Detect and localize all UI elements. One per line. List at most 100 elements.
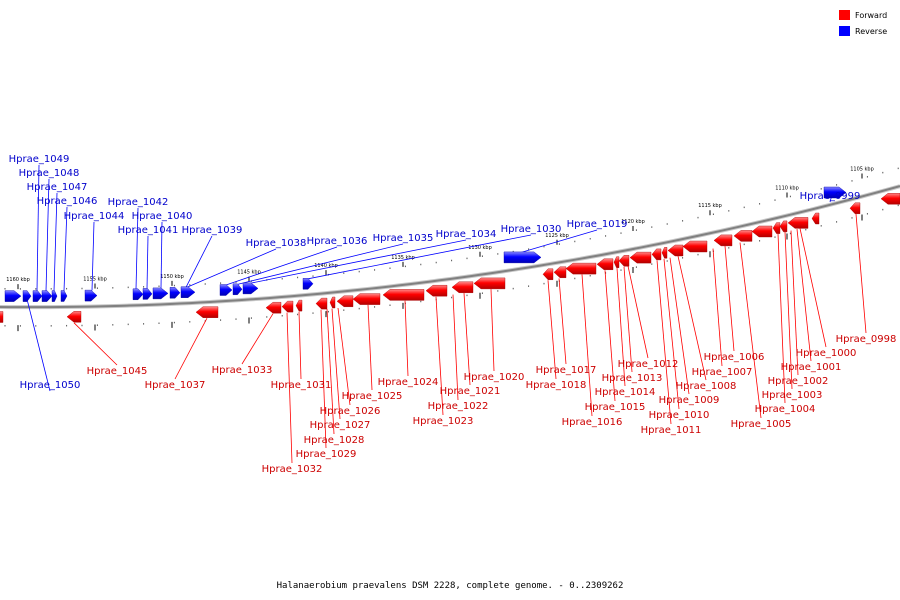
legend-forward-swatch (839, 10, 850, 20)
leader-line-hprae-1038 (186, 248, 277, 288)
gene-label-hprae-1028: Hprae_1028 (304, 435, 365, 446)
gene-fwd-24[interactable] (682, 240, 708, 253)
leader-line-hprae-1035 (237, 243, 404, 285)
gene-label-hprae-1021: Hprae_1021 (440, 386, 501, 397)
gene-fwd-33[interactable] (880, 193, 900, 205)
legend-reverse-label: Reverse (855, 27, 887, 36)
gene-fwd-28[interactable] (772, 222, 781, 234)
gene-fwd-8[interactable] (336, 295, 354, 307)
leader-line-hprae-1042 (135, 207, 139, 290)
gene-rev-11[interactable] (180, 286, 196, 298)
gene-fwd-32[interactable] (849, 202, 861, 215)
gene-fwd-17[interactable] (596, 258, 614, 270)
gene-rev-12[interactable] (219, 284, 233, 296)
gene-rev-6[interactable] (84, 289, 98, 302)
gene-rev-13[interactable] (232, 283, 243, 295)
gene-label-hprae-1000: Hprae_1000 (796, 348, 857, 359)
leader-line-hprae-1026 (337, 307, 351, 406)
gene-fwd-13[interactable] (473, 277, 506, 290)
gene-label-hprae-1012: Hprae_1012 (618, 359, 679, 370)
gene-label-hprae-1002: Hprae_1002 (768, 376, 829, 387)
tick-label-1155-kbp: 1155 kbp (83, 276, 107, 282)
gene-fwd-22[interactable] (661, 247, 668, 259)
leader-line-hprae-1049 (36, 164, 40, 292)
gene-fwd-20[interactable] (629, 251, 652, 264)
gene-fwd-0[interactable] (0, 311, 4, 323)
leader-line-hprae-1005 (739, 242, 762, 419)
gene-fwd-7[interactable] (329, 296, 336, 309)
gene-label-hprae-1050: Hprae_1050 (20, 380, 81, 391)
gene-fwd-4[interactable] (281, 300, 294, 313)
gene-label-hprae-1018: Hprae_1018 (526, 380, 587, 391)
gene-fwd-23[interactable] (667, 244, 684, 257)
leader-line-hprae-1016 (581, 274, 593, 417)
gene-rev-1[interactable] (22, 290, 32, 302)
gene-fwd-21[interactable] (651, 248, 662, 261)
tick-label-1115-kbp: 1115 kbp (698, 203, 722, 209)
gene-fwd-9[interactable] (352, 293, 381, 305)
gene-rev-16[interactable] (503, 251, 542, 264)
gene-fwd-30[interactable] (787, 217, 809, 229)
genome-backbone (0, 185, 900, 309)
gene-fwd-1[interactable] (66, 311, 82, 323)
tick-label-1140-kbp: 1140 kbp (314, 263, 338, 269)
gene-fwd-26[interactable] (733, 230, 753, 242)
gene-fwd-11[interactable] (425, 285, 448, 297)
leader-line-hprae-1009 (669, 257, 690, 395)
gene-rev-5[interactable] (60, 290, 68, 302)
gene-rev-9[interactable] (152, 287, 169, 300)
leader-line-hprae-0998 (855, 214, 867, 334)
gene-rev-4[interactable] (51, 290, 58, 302)
gene-fwd-25[interactable] (713, 234, 733, 247)
gene-label-hprae-1016: Hprae_1016 (562, 417, 623, 428)
gene-rev-8[interactable] (142, 288, 153, 300)
gene-fwd-19[interactable] (618, 255, 630, 267)
gene-rev-0[interactable] (4, 290, 22, 302)
leader-line-hprae-1018 (547, 280, 557, 380)
leader-line-hprae-1030 (307, 234, 532, 280)
gene-label-hprae-1026: Hprae_1026 (320, 406, 381, 417)
tick-label-1135-kbp: 1135 kbp (391, 255, 415, 261)
gene-fwd-27[interactable] (751, 225, 773, 238)
leader-line-hprae-1048 (45, 178, 50, 292)
gene-label-hprae-1013: Hprae_1013 (602, 373, 663, 384)
gene-rev-15[interactable] (302, 278, 314, 290)
gene-rev-14[interactable] (242, 282, 259, 295)
gene-label-hprae-1008: Hprae_1008 (676, 381, 737, 392)
leader-line-hprae-1002 (790, 230, 799, 376)
gene-label-hprae-1046: Hprae_1046 (37, 196, 98, 207)
gene-label-hprae-1045: Hprae_1045 (87, 366, 148, 377)
gene-fwd-15[interactable] (553, 266, 567, 278)
leader-line-hprae-1001 (796, 229, 812, 362)
gene-label-hprae-1047: Hprae_1047 (27, 182, 88, 193)
leader-line-hprae-1041 (146, 235, 149, 289)
gene-label-hprae-1024: Hprae_1024 (378, 377, 439, 388)
gene-rev-3[interactable] (41, 290, 53, 302)
gene-rev-10[interactable] (169, 287, 181, 299)
gene-fwd-18[interactable] (613, 256, 620, 268)
gene-fwd-12[interactable] (451, 281, 474, 293)
leader-line-hprae-1013 (623, 266, 633, 373)
tick-label-1160-kbp: 1160 kbp (6, 277, 30, 283)
gene-fwd-10[interactable] (382, 289, 425, 301)
gene-label-hprae-1042: Hprae_1042 (108, 197, 169, 208)
gene-fwd-29[interactable] (779, 220, 788, 233)
gene-rev-7[interactable] (132, 288, 144, 300)
leader-line-hprae-1037 (174, 317, 208, 380)
gene-fwd-2[interactable] (195, 306, 219, 318)
gene-fwd-31[interactable] (811, 212, 820, 225)
gene-fwd-14[interactable] (542, 268, 554, 280)
gene-label-hprae-1005: Hprae_1005 (731, 419, 792, 430)
leader-line-hprae-1014 (616, 268, 626, 387)
gene-label-hprae-1015: Hprae_1015 (585, 402, 646, 413)
gene-fwd-5[interactable] (295, 299, 303, 312)
gene-label-hprae-1027: Hprae_1027 (310, 420, 371, 431)
tick-label-1150-kbp: 1150 kbp (160, 274, 184, 280)
gene-fwd-16[interactable] (565, 262, 597, 275)
gene-fwd-6[interactable] (315, 297, 328, 310)
gene-rev-17[interactable] (823, 186, 847, 199)
leader-line-hprae-1024 (404, 300, 409, 377)
leader-line-hprae-1025 (367, 304, 373, 391)
gene-rev-2[interactable] (32, 290, 43, 302)
gene-fwd-3[interactable] (265, 302, 282, 314)
